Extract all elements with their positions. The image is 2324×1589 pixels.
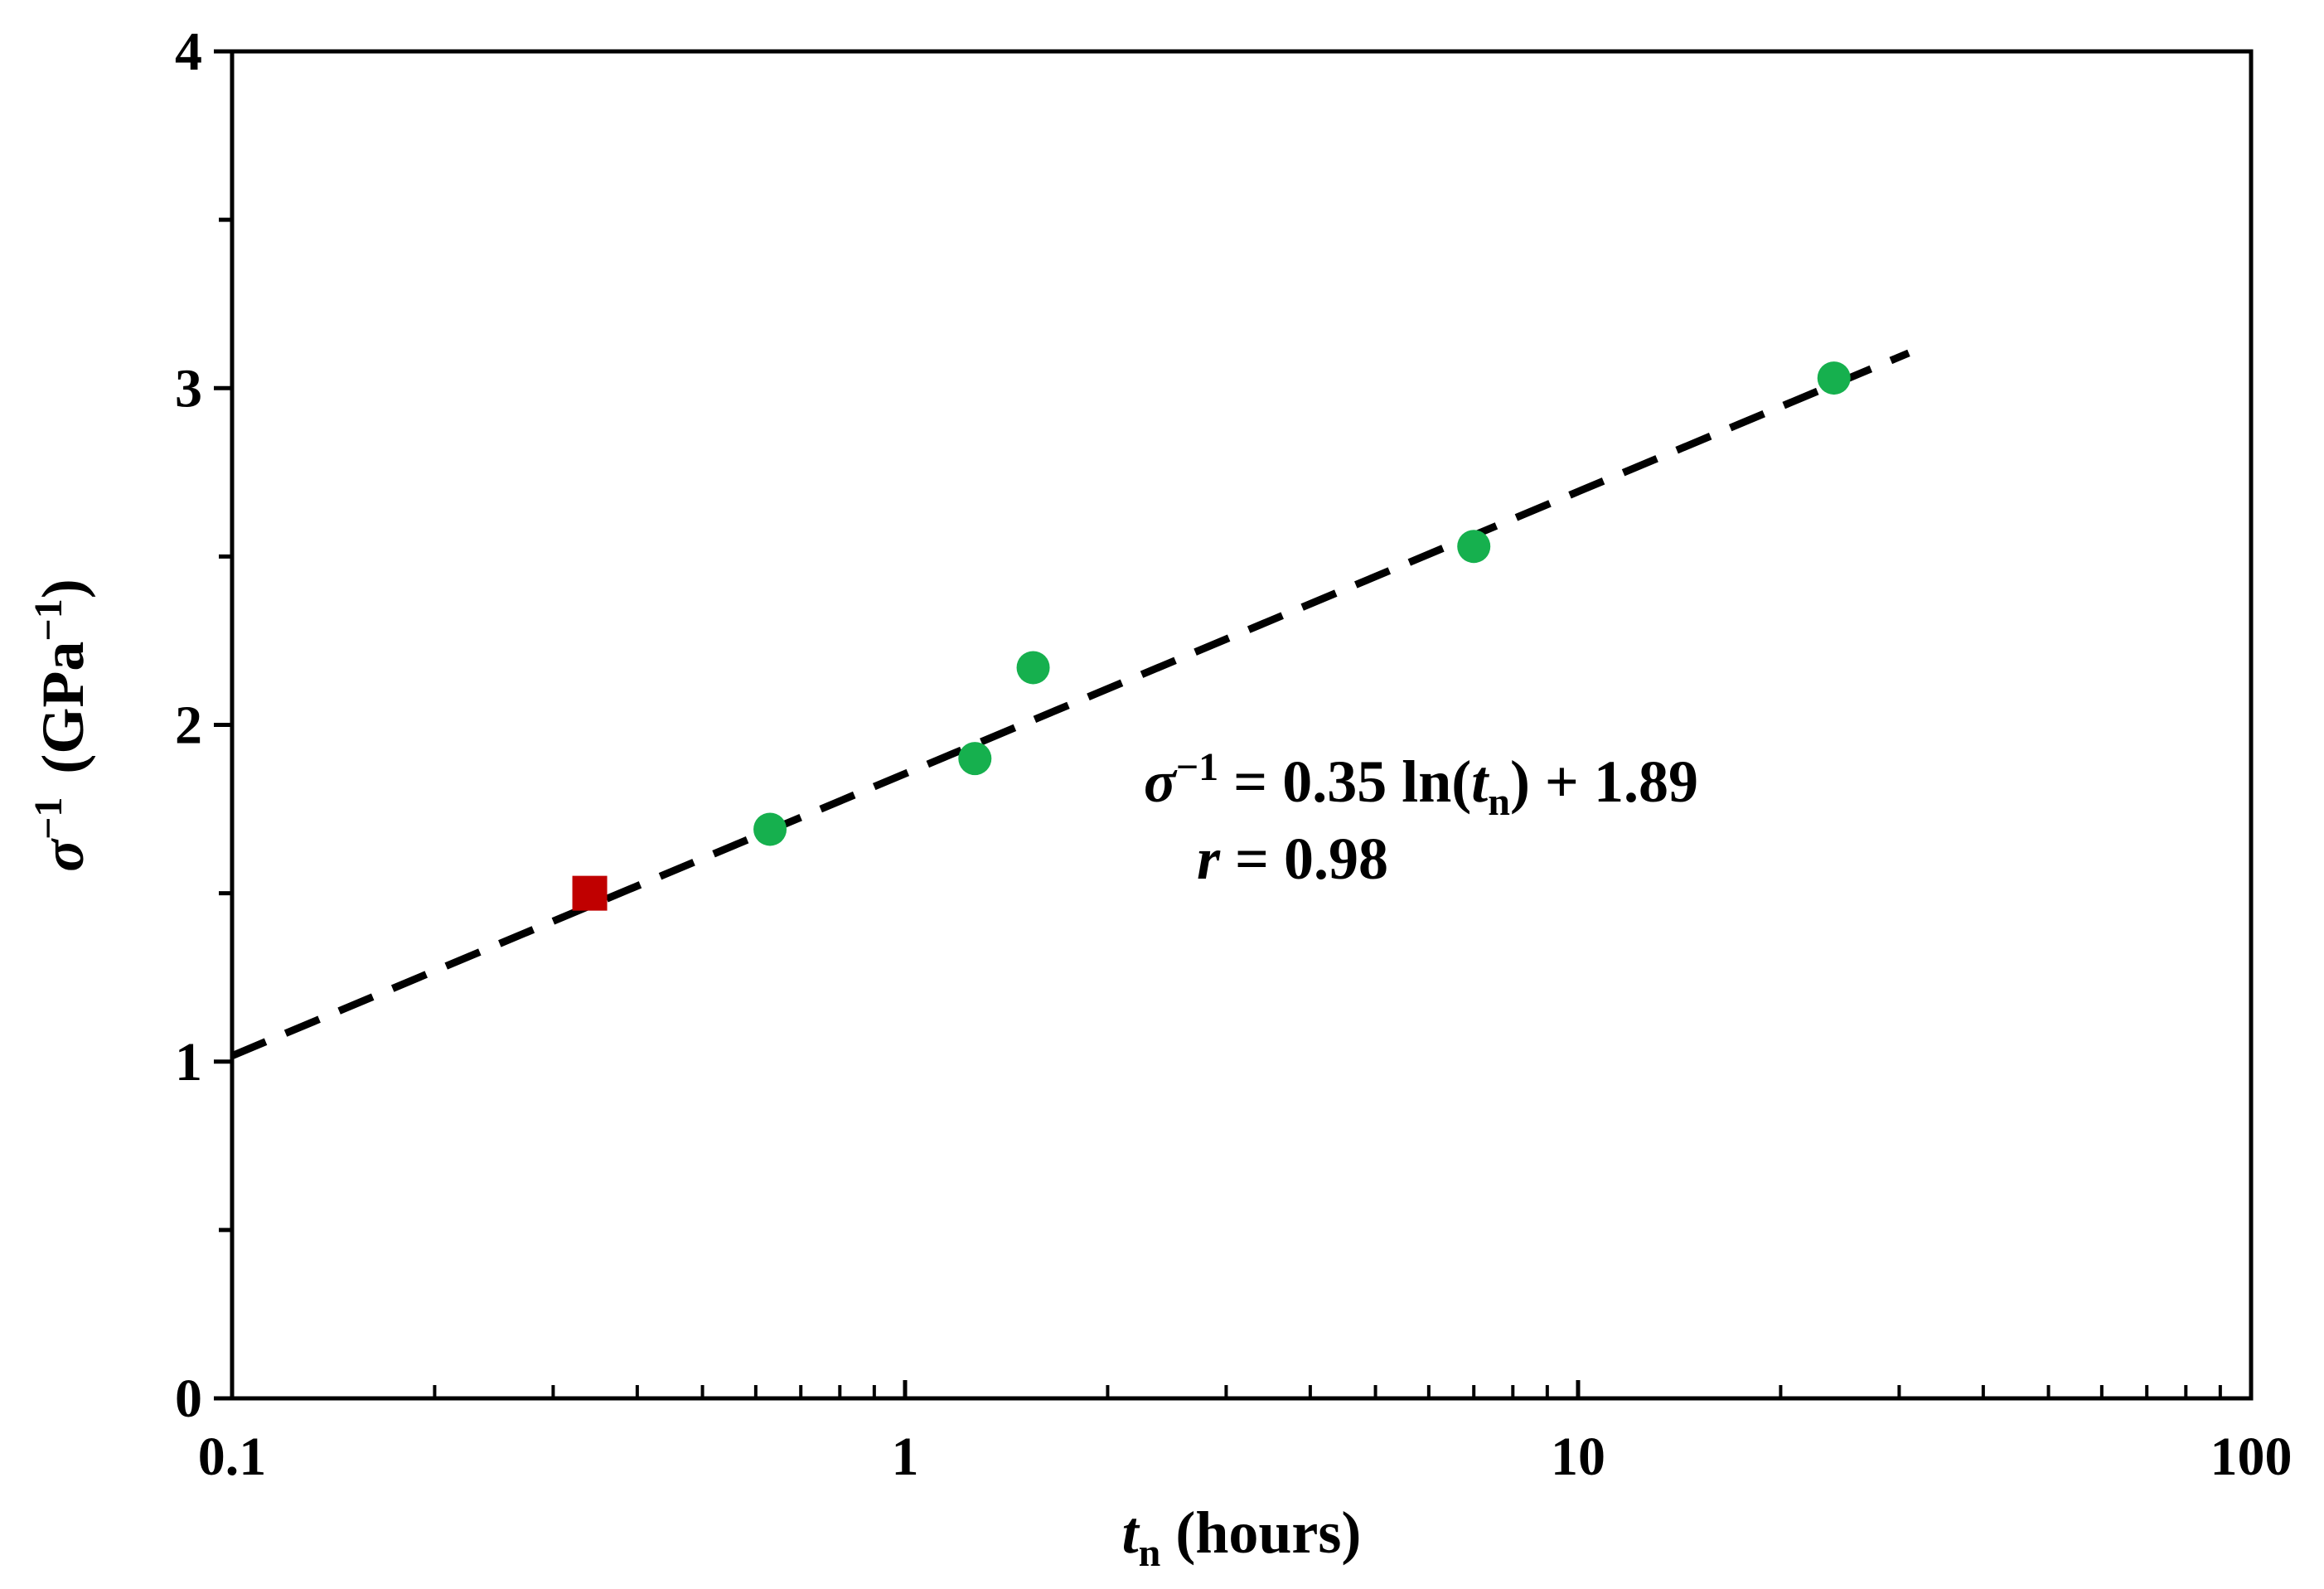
data-point	[1016, 651, 1050, 685]
y-axis-unit-superscript: −1	[27, 598, 70, 641]
data-point	[958, 742, 992, 776]
y-tick-label: 2	[175, 695, 202, 756]
data-point	[1817, 361, 1851, 395]
y-axis-symbol: σ	[30, 838, 96, 872]
fit-equation: σ−1 = 0.35 ln(tn) + 1.89	[1144, 745, 1698, 824]
x-axis-subscript: n	[1139, 1531, 1161, 1575]
equation-t: t	[1471, 748, 1489, 815]
tick-marks	[214, 49, 2254, 1401]
r-text: = 0.98	[1220, 826, 1388, 892]
y-axis-title: σ−1(GPa−1)	[27, 579, 96, 871]
fit-line-layer	[230, 349, 1910, 1059]
equation-subscript: n	[1488, 780, 1510, 824]
x-axis-title: tn (hours)	[1122, 1499, 1362, 1575]
fit-line	[230, 349, 1910, 1059]
y-axis-unit-close: )	[30, 579, 96, 598]
x-tick-label: 1	[892, 1427, 919, 1487]
y-axis-unit-open: (GPa	[30, 642, 96, 774]
data-point	[1457, 530, 1491, 564]
y-tick-label: 0	[175, 1369, 202, 1429]
plot-frame	[230, 49, 2254, 1401]
y-tick-label: 4	[175, 22, 202, 82]
x-axis-symbol: t	[1122, 1499, 1140, 1566]
equation-end: ) + 1.89	[1510, 748, 1698, 815]
x-tick-label: 100	[2210, 1427, 2293, 1487]
equation-middle: = 0.35 ln(	[1218, 748, 1471, 815]
data-point	[753, 812, 787, 846]
data-point-square	[572, 875, 608, 911]
y-axis-superscript: −1	[27, 797, 70, 840]
fit-r-value: r = 0.98	[1197, 826, 1388, 892]
y-tick-labels: 0 1 2 3 4	[175, 22, 202, 1429]
x-axis-text: (hours)	[1175, 1499, 1361, 1566]
y-tick-label: 3	[175, 358, 202, 419]
x-tick-label: 0.1	[198, 1427, 267, 1487]
data-points	[572, 361, 1851, 911]
equation-superscript: −1	[1176, 745, 1218, 789]
y-tick-label: 1	[175, 1032, 202, 1092]
r-symbol: r	[1197, 826, 1221, 892]
x-tick-label: 10	[1551, 1427, 1605, 1487]
x-tick-labels: 0.1 1 10 100	[198, 1427, 2293, 1487]
equation-sigma: σ	[1144, 748, 1178, 815]
